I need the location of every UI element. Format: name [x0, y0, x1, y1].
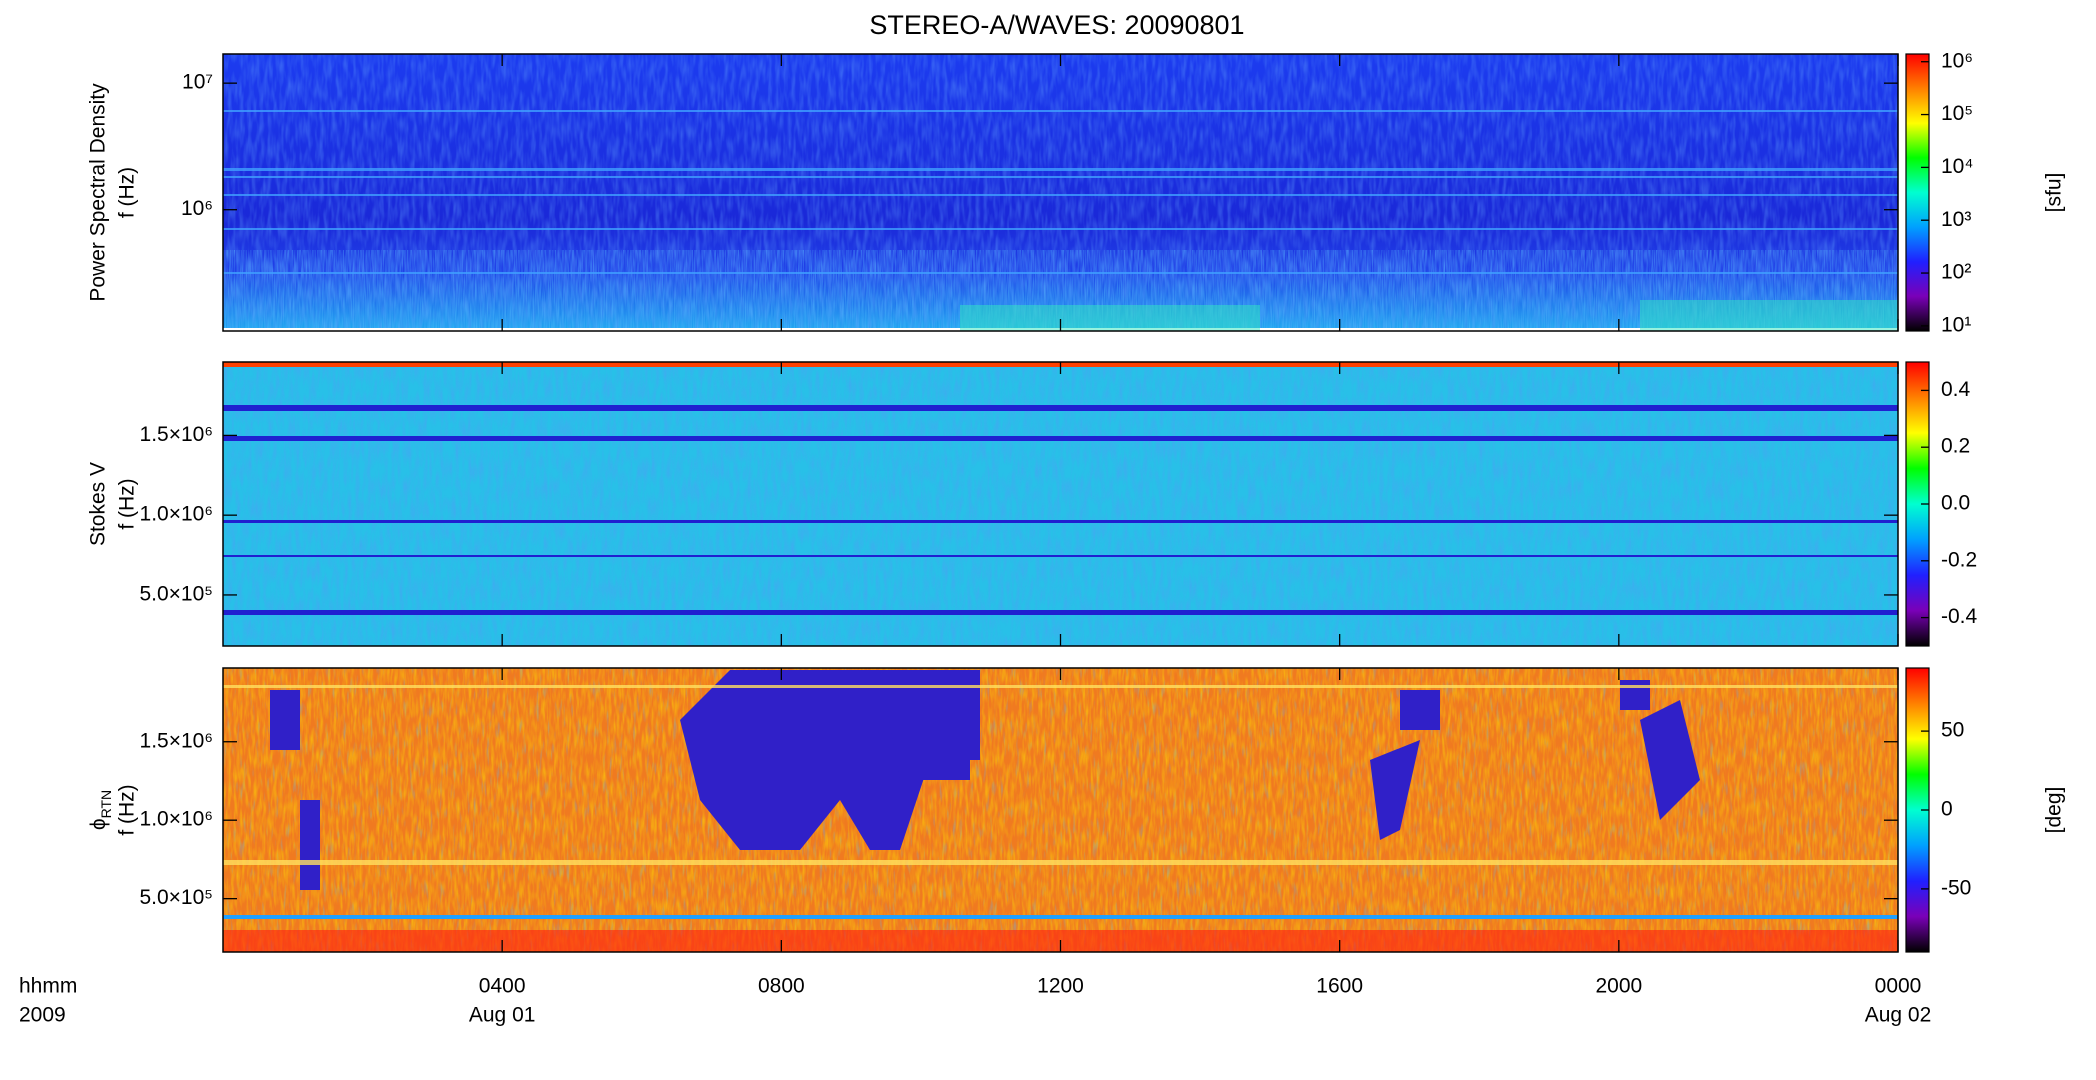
x-date-label: Aug 01: [469, 1004, 536, 1027]
y-tick-label: 1.5×10⁶: [140, 423, 213, 446]
y-axis-label: Power Spectral Density: [87, 83, 110, 302]
y-axis-label: ϕRTN: [87, 790, 114, 830]
colorbar-tick-label: 0.2: [1941, 435, 1970, 458]
colorbar-tick-label: 50: [1941, 719, 1964, 742]
x-tick-label: 0000: [1875, 975, 1922, 998]
x-date-label: Aug 02: [1865, 1004, 1932, 1027]
y-tick-label: 1.0×10⁶: [140, 503, 213, 526]
colorbar-label: [sfu]: [2043, 173, 2066, 213]
x-corner-label: 2009: [19, 1004, 66, 1027]
y-tick-label: 1.5×10⁶: [140, 729, 213, 752]
colorbar-tick-label: 10¹: [1941, 313, 1971, 336]
colorbar-tick-label: -50: [1941, 876, 1971, 899]
x-tick-label: 1600: [1316, 975, 1363, 998]
y-axis-label: Stokes V: [87, 462, 110, 546]
colorbar-tick-label: 10⁵: [1941, 102, 1973, 125]
colorbar-tick-label: 10⁶: [1941, 49, 1973, 72]
y-axis-label: f (Hz): [116, 478, 139, 529]
colorbar-tick-label: 10³: [1941, 208, 1971, 231]
chart-title: STEREO-A/WAVES: 20090801: [869, 10, 1244, 40]
spectrogram-image: [223, 54, 1898, 952]
colorbar-tick-label: 0.4: [1941, 378, 1971, 401]
y-tick-label: 10⁷: [182, 71, 213, 94]
y-tick-label: 1.0×10⁶: [140, 808, 213, 831]
colorbar-tick-label: -0.4: [1941, 605, 1978, 628]
y-axis-label: f (Hz): [116, 167, 139, 218]
colorbar-tick-label: 0: [1941, 798, 1953, 821]
colorbar: [1905, 53, 1930, 332]
y-label-symbol: ϕ: [87, 818, 110, 830]
colorbar-tick-label: 10⁴: [1941, 155, 1973, 178]
y-axis-label: f (Hz): [116, 784, 139, 835]
y-label-subscript: RTN: [98, 790, 114, 819]
colorbar-label: [deg]: [2043, 787, 2066, 834]
y-tick-label: 5.0×10⁵: [139, 582, 213, 605]
y-tick-label: 10⁶: [181, 197, 213, 220]
colorbar-tick-label: 0.0: [1941, 492, 1970, 515]
colorbar-tick-label: 10²: [1941, 261, 1971, 284]
x-tick-label: 0400: [479, 975, 526, 998]
x-tick-label: 0800: [758, 975, 805, 998]
x-tick-label: 2000: [1595, 975, 1642, 998]
y-tick-label: 5.0×10⁵: [139, 886, 213, 909]
colorbar-tick-label: -0.2: [1941, 548, 1977, 571]
panel-frames: [222, 53, 1899, 953]
x-tick-label: 1200: [1037, 975, 1084, 998]
x-corner-label: hhmm: [19, 975, 77, 998]
